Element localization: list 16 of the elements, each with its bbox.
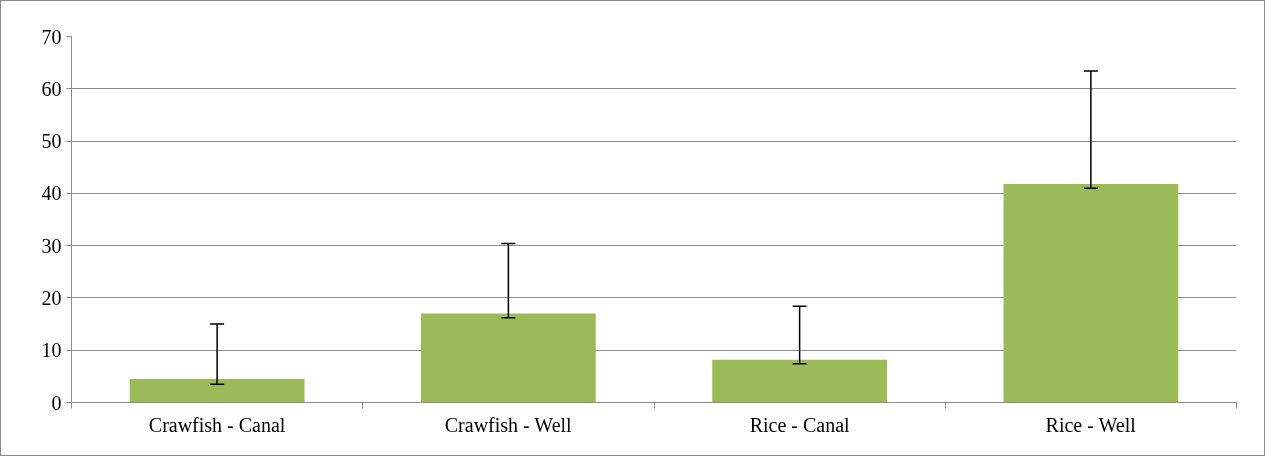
y-tick-label: 0 <box>51 391 62 414</box>
y-tick-label: 50 <box>41 130 62 153</box>
x-tick-label: Crawfish - Canal <box>148 413 286 436</box>
y-tick-label: 70 <box>41 25 62 48</box>
x-tick-label: Rice - Canal <box>749 413 851 436</box>
y-tick-label: 30 <box>41 234 62 257</box>
y-tick-label: 10 <box>41 339 62 362</box>
y-tick-label: 20 <box>41 286 62 309</box>
bar <box>712 359 887 403</box>
y-tick-label: 40 <box>41 182 62 205</box>
bar <box>129 378 305 403</box>
x-tick-label: Rice - Well <box>1045 413 1137 436</box>
bar <box>1003 183 1179 403</box>
x-tick-label: Crawfish - Well <box>444 413 573 436</box>
bar <box>421 313 596 403</box>
y-tick-label: 60 <box>41 77 62 100</box>
